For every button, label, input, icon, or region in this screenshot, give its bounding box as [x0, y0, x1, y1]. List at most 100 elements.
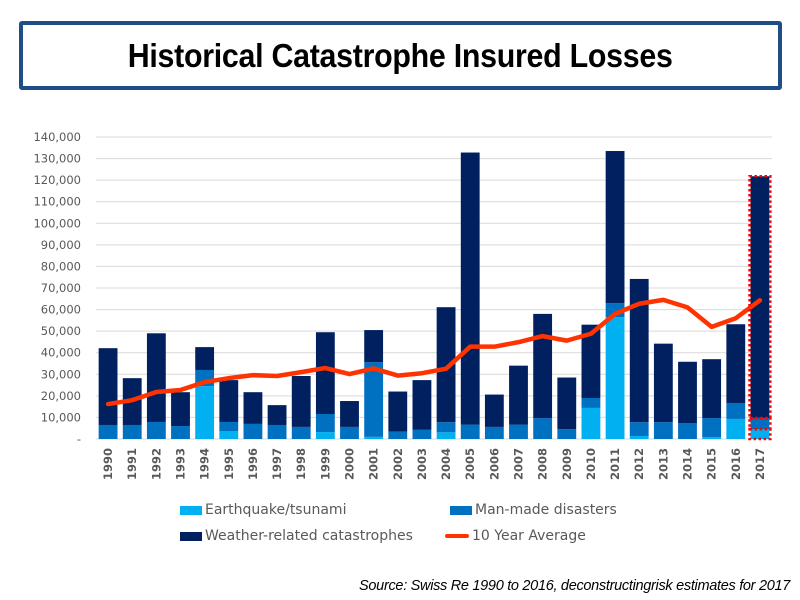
bar-weather-related-catastrophes-2017 [750, 176, 770, 419]
x-tick-label: 1993 [174, 448, 188, 480]
legend-label-manmade: Man-made disasters [475, 502, 617, 518]
bar-man-made-disasters-1995 [219, 421, 239, 432]
legend-swatch-manmade [450, 505, 472, 515]
y-tick-label: 60,000 [41, 303, 81, 317]
bar-man-made-disasters-2005 [460, 424, 480, 439]
bar-weather-related-catastrophes-2009 [557, 377, 577, 430]
x-tick-label: 2014 [681, 448, 695, 480]
average-line-group [105, 297, 763, 407]
bar-man-made-disasters-1999 [315, 413, 335, 433]
x-tick-label: 2007 [512, 448, 526, 480]
bar-man-made-disasters-2017 [750, 418, 770, 430]
legend-line-average [445, 534, 469, 538]
x-tick-label: 1992 [149, 448, 163, 480]
bar-man-made-disasters-1996 [243, 423, 263, 439]
bar-weather-related-catastrophes-1996 [243, 392, 263, 424]
bar-weather-related-catastrophes-2013 [653, 343, 673, 423]
x-tick-label: 2008 [536, 448, 550, 480]
bar-weather-related-catastrophes-2007 [509, 365, 528, 425]
legend-item-weather: Weather-related catastrophes [180, 528, 413, 544]
x-tick-label: 1990 [101, 448, 115, 480]
bar-earthquake-tsunami-2011 [605, 317, 625, 439]
bar-man-made-disasters-2010 [581, 398, 601, 408]
y-tick-label: 20,000 [41, 389, 81, 403]
x-tick-label: 2015 [705, 448, 719, 480]
x-tick-label: 2006 [487, 448, 501, 480]
bar-weather-related-catastrophes-2006 [484, 394, 504, 427]
x-tick-label: 1999 [318, 448, 332, 480]
y-tick-label: - [77, 432, 81, 446]
bar-man-made-disasters-2016 [726, 402, 746, 419]
x-tick-label: 2003 [415, 448, 429, 480]
bar-weather-related-catastrophes-2012 [629, 278, 649, 423]
bar-earthquake-tsunami-2015 [702, 437, 722, 439]
bar-man-made-disasters-1991 [122, 424, 142, 439]
average-line [105, 297, 763, 407]
x-tick-label: 2010 [584, 448, 598, 480]
bar-man-made-disasters-2002 [388, 431, 408, 439]
bar-weather-related-catastrophes-1992 [146, 333, 166, 422]
bar-weather-related-catastrophes-2005 [460, 152, 480, 425]
bar-man-made-disasters-2006 [484, 426, 504, 439]
bar-man-made-disasters-2014 [678, 423, 697, 439]
x-tick-label: 2001 [367, 448, 381, 480]
legend-swatch-weather [180, 531, 202, 541]
x-tick-label: 2011 [608, 448, 622, 480]
y-axis: - 10,000 20,000 30,000 40,000 50,000 60,000 70,… [33, 130, 81, 446]
x-tick-label: 2004 [439, 448, 453, 480]
x-tick-label: 1997 [270, 448, 284, 480]
bar-man-made-disasters-1993 [171, 426, 190, 439]
bar-weather-related-catastrophes-2003 [412, 380, 432, 430]
y-tick-label: 110,000 [33, 195, 81, 209]
bar-earthquake-tsunami-1994 [195, 386, 215, 439]
bar-man-made-disasters-2003 [412, 429, 432, 439]
x-tick-label: 2002 [391, 448, 405, 480]
legend-label-weather: Weather-related catastrophes [205, 528, 413, 544]
bar-weather-related-catastrophes-2001 [364, 330, 384, 363]
bar-man-made-disasters-1992 [146, 421, 166, 439]
bar-man-made-disasters-1990 [98, 424, 118, 439]
y-tick-label: 30,000 [41, 367, 81, 381]
bar-earthquake-tsunami-1995 [219, 431, 239, 439]
y-tick-label: 120,000 [33, 173, 81, 187]
legend-label-average: 10 Year Average [472, 528, 586, 544]
bar-man-made-disasters-1997 [267, 424, 287, 439]
bar-weather-related-catastrophes-2004 [436, 307, 456, 423]
highlight-box-weather-2017 [748, 175, 772, 420]
y-tick-label: 10,000 [41, 410, 81, 424]
bar-weather-related-catastrophes-1994 [195, 347, 215, 370]
bar-man-made-disasters-2001 [364, 362, 384, 437]
x-tick-label: 2016 [729, 448, 743, 480]
legend-item-average: 10 Year Average [445, 528, 586, 544]
bar-earthquake-tsunami-2004 [436, 432, 456, 439]
y-tick-label: 50,000 [41, 324, 81, 338]
x-tick-label: 2013 [656, 448, 670, 480]
x-tick-label: 2012 [632, 448, 646, 480]
y-tick-label: 40,000 [41, 346, 81, 360]
x-tick-label: 2000 [343, 448, 357, 480]
bar-weather-related-catastrophes-2008 [533, 313, 553, 419]
chart-title: Historical Catastrophe Insured Losses [128, 36, 673, 74]
legend-label-earthquake: Earthquake/tsunami [205, 502, 347, 518]
bar-weather-related-catastrophes-1995 [219, 380, 239, 422]
bar-weather-related-catastrophes-2016 [726, 324, 746, 403]
y-tick-label: 140,000 [33, 130, 81, 144]
bar-earthquake-tsunami-2016 [726, 418, 746, 439]
annotations [748, 175, 772, 441]
x-tick-label: 2017 [753, 448, 767, 480]
legend-item-manmade: Man-made disasters [450, 502, 617, 518]
bar-man-made-disasters-2015 [702, 418, 722, 438]
bar-earthquake-tsunami-1999 [315, 432, 335, 439]
y-tick-label: 80,000 [41, 259, 81, 273]
bar-earthquake-tsunami-2001 [364, 436, 384, 439]
bar-weather-related-catastrophes-1999 [315, 332, 335, 414]
bar-man-made-disasters-2004 [436, 422, 456, 433]
y-tick-label: 90,000 [41, 238, 81, 252]
legend-swatch-earthquake [180, 505, 202, 515]
bar-earthquake-tsunami-2010 [581, 407, 601, 439]
bar-man-made-disasters-2009 [557, 429, 577, 439]
bar-weather-related-catastrophes-2014 [678, 361, 697, 424]
bar-man-made-disasters-2008 [533, 418, 553, 439]
bar-weather-related-catastrophes-2000 [340, 401, 359, 427]
